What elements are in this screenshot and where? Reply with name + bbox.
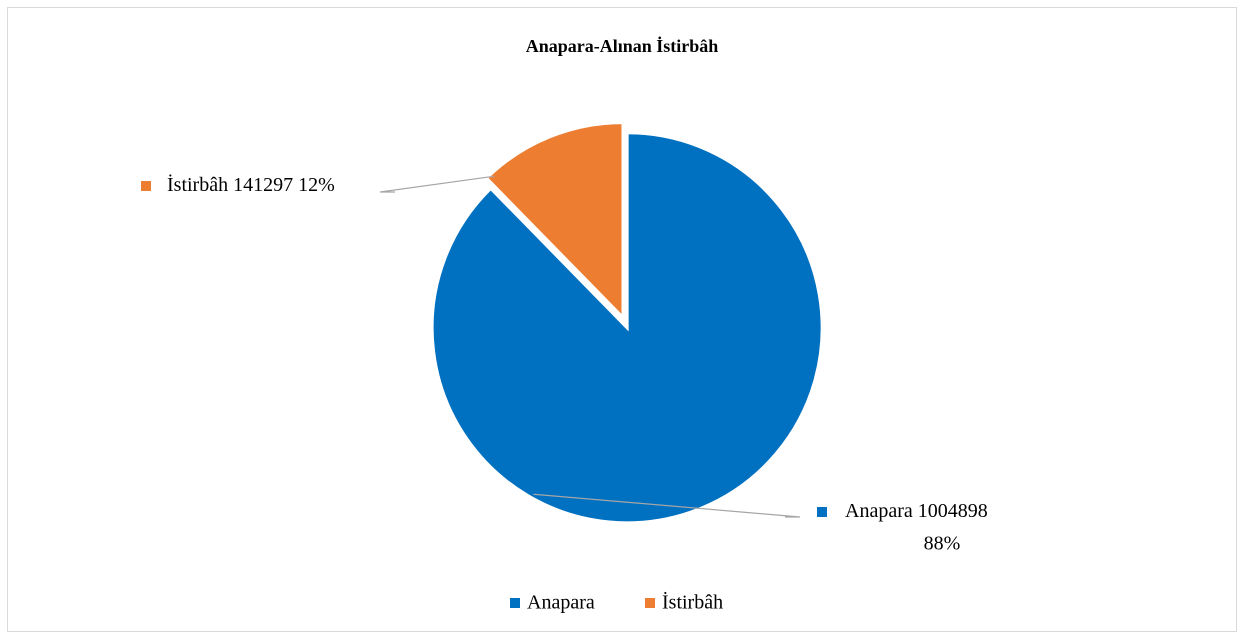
data-label-percent: 88% xyxy=(924,533,961,555)
data-label: İstirbâh 141297 12% xyxy=(167,173,335,196)
leader-line xyxy=(533,493,801,518)
pie-slice xyxy=(484,121,625,322)
legend-key xyxy=(645,598,655,608)
legend-label: Anapara xyxy=(527,592,595,614)
legend-key xyxy=(510,598,520,608)
pie-slice xyxy=(430,131,824,525)
data-label: Anapara 1004898 xyxy=(845,500,988,522)
legend-label: İstirbâh xyxy=(662,591,723,614)
data-label-part: 141297 xyxy=(233,174,293,196)
data-label-part: Anapara xyxy=(845,500,913,522)
leader-line xyxy=(379,175,495,193)
data-label-part: 1004898 xyxy=(918,500,988,522)
chart-frame xyxy=(7,7,1237,632)
label-key xyxy=(141,181,151,191)
label-key xyxy=(817,507,827,517)
chart-title: Anapara-Alınan İstirbâh xyxy=(526,36,719,56)
data-label-percent: 12% xyxy=(298,174,335,196)
data-label-part: İstirbâh xyxy=(167,173,228,196)
